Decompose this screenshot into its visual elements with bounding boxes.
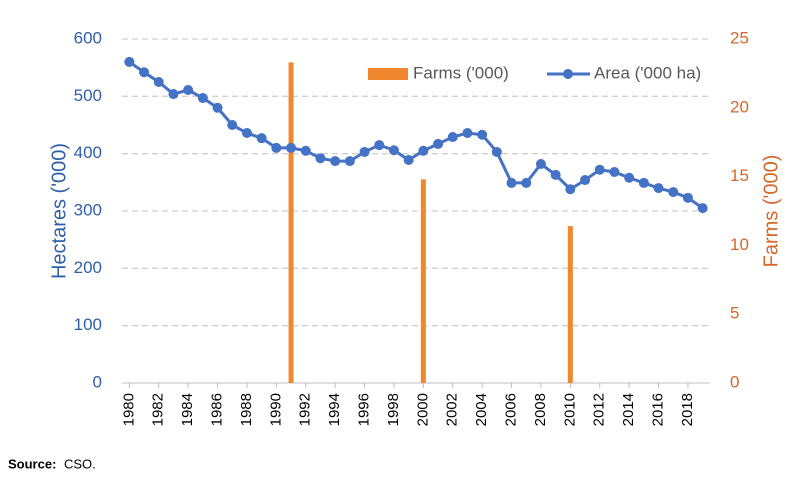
point [565,184,576,195]
point [521,177,532,188]
x-tick-label: 1992 [297,393,314,426]
y2-axis-label: Farms ('000) [760,155,782,268]
y2-tick-label: 20 [730,97,749,116]
x-tick-label: 2010 [561,393,578,426]
legend-swatch [563,69,573,79]
bar [288,62,294,383]
x-tick-label: 2008 [532,393,549,426]
y2-tick-label: 25 [730,28,749,47]
x-tick-label: 2000 [414,393,431,426]
x-tick-label: 2012 [591,393,608,426]
point [682,192,693,203]
point [418,145,429,156]
y-tick-label: 300 [74,200,102,219]
point [212,102,223,113]
x-tick-label: 1986 [209,393,226,426]
point [241,128,252,139]
y-tick-label: 100 [74,315,102,334]
point [550,169,561,180]
y2-tick-label: 10 [730,235,749,254]
point [359,146,370,157]
legend-label: Farms ('000) [413,63,509,82]
point [271,142,282,153]
x-tick-label: 2002 [444,393,461,426]
y-tick-label: 600 [74,28,102,47]
x-tick-label: 1982 [150,393,167,426]
source-label: Source: [8,456,56,471]
point [227,120,238,130]
point [653,183,664,194]
point [315,153,326,164]
point [403,154,414,165]
point [168,89,179,100]
y-tick-label: 500 [74,86,102,105]
x-tick-label: 2004 [473,393,490,426]
bar [420,179,426,383]
legend-label: Area ('000 ha) [594,63,701,82]
source: CSO. [64,456,96,471]
point [697,203,708,214]
point [374,140,385,151]
x-tick-label: 1988 [238,393,255,426]
y-tick-label: 0 [93,372,102,391]
y2-tick-label: 15 [730,166,749,185]
y2-tick-label: 0 [730,372,739,391]
x-tick-label: 1980 [120,393,137,426]
point [580,175,591,186]
point [330,156,341,167]
bar [567,226,573,383]
x-tick-label: 1998 [385,393,402,426]
point [256,133,267,144]
y-axis-label: Hectares ('000) [48,143,70,279]
point [286,142,297,153]
x-tick-label: 1996 [356,393,373,426]
point [139,67,150,78]
point [594,164,605,175]
x-tick-label: 1990 [267,393,284,426]
y-tick-label: 200 [74,258,102,277]
y-tick-label: 400 [74,143,102,162]
point [477,129,488,140]
point [668,187,679,198]
x-tick-label: 2018 [679,393,696,426]
point [609,167,620,178]
point [197,93,208,104]
legend-swatch [368,68,408,80]
x-tick-label: 1984 [179,393,196,426]
point [491,146,502,157]
x-tick-label: 2006 [503,393,520,426]
point [388,145,399,156]
point [433,138,444,149]
point [462,128,473,139]
x-tick-label: 1994 [326,393,343,426]
point [183,85,194,96]
point [506,177,517,188]
point [624,172,635,183]
x-tick-label: 2014 [620,393,637,426]
point [124,56,135,67]
area-line [128,60,704,210]
point [344,156,355,167]
x-tick-label: 2016 [650,393,667,426]
point [300,145,311,156]
point [535,158,546,169]
y2-tick-label: 5 [730,304,739,323]
point [447,132,458,143]
point [638,177,649,188]
point [153,77,164,87]
